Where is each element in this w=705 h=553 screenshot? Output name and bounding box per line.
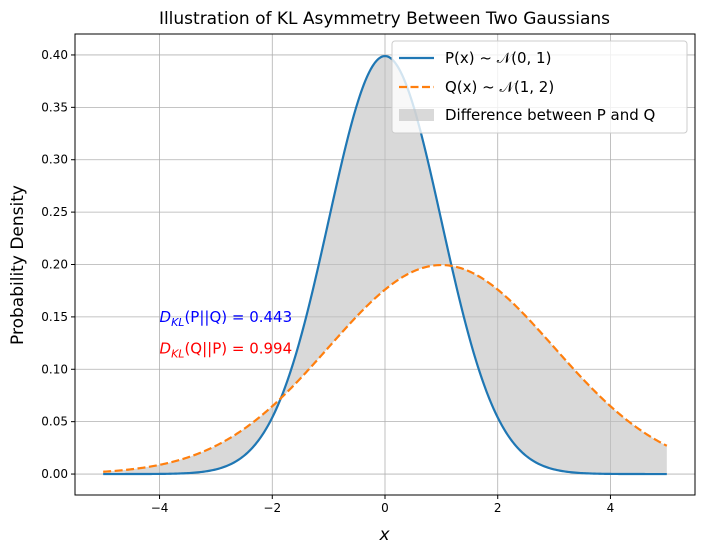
legend-label: Difference between P and Q <box>445 106 655 124</box>
x-tick-label: 0 <box>381 501 389 515</box>
y-tick-label: 0.10 <box>41 362 68 376</box>
kl-annotation: DKL(P||Q) = 0.443 <box>160 308 293 329</box>
difference-fill-area <box>103 56 667 475</box>
x-axis-label: x <box>378 525 390 545</box>
y-tick-label: 0.05 <box>41 415 68 429</box>
kl-annotation: DKL(Q||P) = 0.994 <box>160 339 293 360</box>
chart-title: Illustration of KL Asymmetry Between Two… <box>159 9 610 29</box>
x-tick-label: −2 <box>263 501 281 515</box>
legend-label: Q(x) ~ 𝒩(1, 2) <box>445 78 554 96</box>
y-tick-label: 0.00 <box>41 467 68 481</box>
annotations: DKL(P||Q) = 0.443 DKL(Q||P) = 0.994 <box>160 308 293 360</box>
y-tick-label: 0.20 <box>41 258 68 272</box>
y-tick-label: 0.40 <box>41 48 68 62</box>
ticks: −4 −2 0 2 4 0.00 0.05 0.10 0.15 0.20 0.25 0.30 0.35 0… <box>41 48 614 515</box>
x-tick-label: −4 <box>151 501 169 515</box>
y-axis-label: Probability Density <box>8 185 28 345</box>
legend: P(x) ~ 𝒩(0, 1) Q(x) ~ 𝒩(1, 2) Difference b… <box>391 40 688 134</box>
legend-swatch-fill <box>399 109 434 121</box>
x-tick-label: 2 <box>494 501 502 515</box>
y-tick-label: 0.35 <box>41 100 68 114</box>
legend-label: P(x) ~ 𝒩(0, 1) <box>445 49 551 67</box>
series-line-q <box>103 263 668 473</box>
y-tick-label: 0.25 <box>41 205 68 219</box>
y-tick-label: 0.30 <box>41 153 68 167</box>
y-tick-label: 0.15 <box>41 310 68 324</box>
x-tick-label: 4 <box>607 501 615 515</box>
legend-box <box>391 40 688 134</box>
series-line-p <box>103 54 667 476</box>
